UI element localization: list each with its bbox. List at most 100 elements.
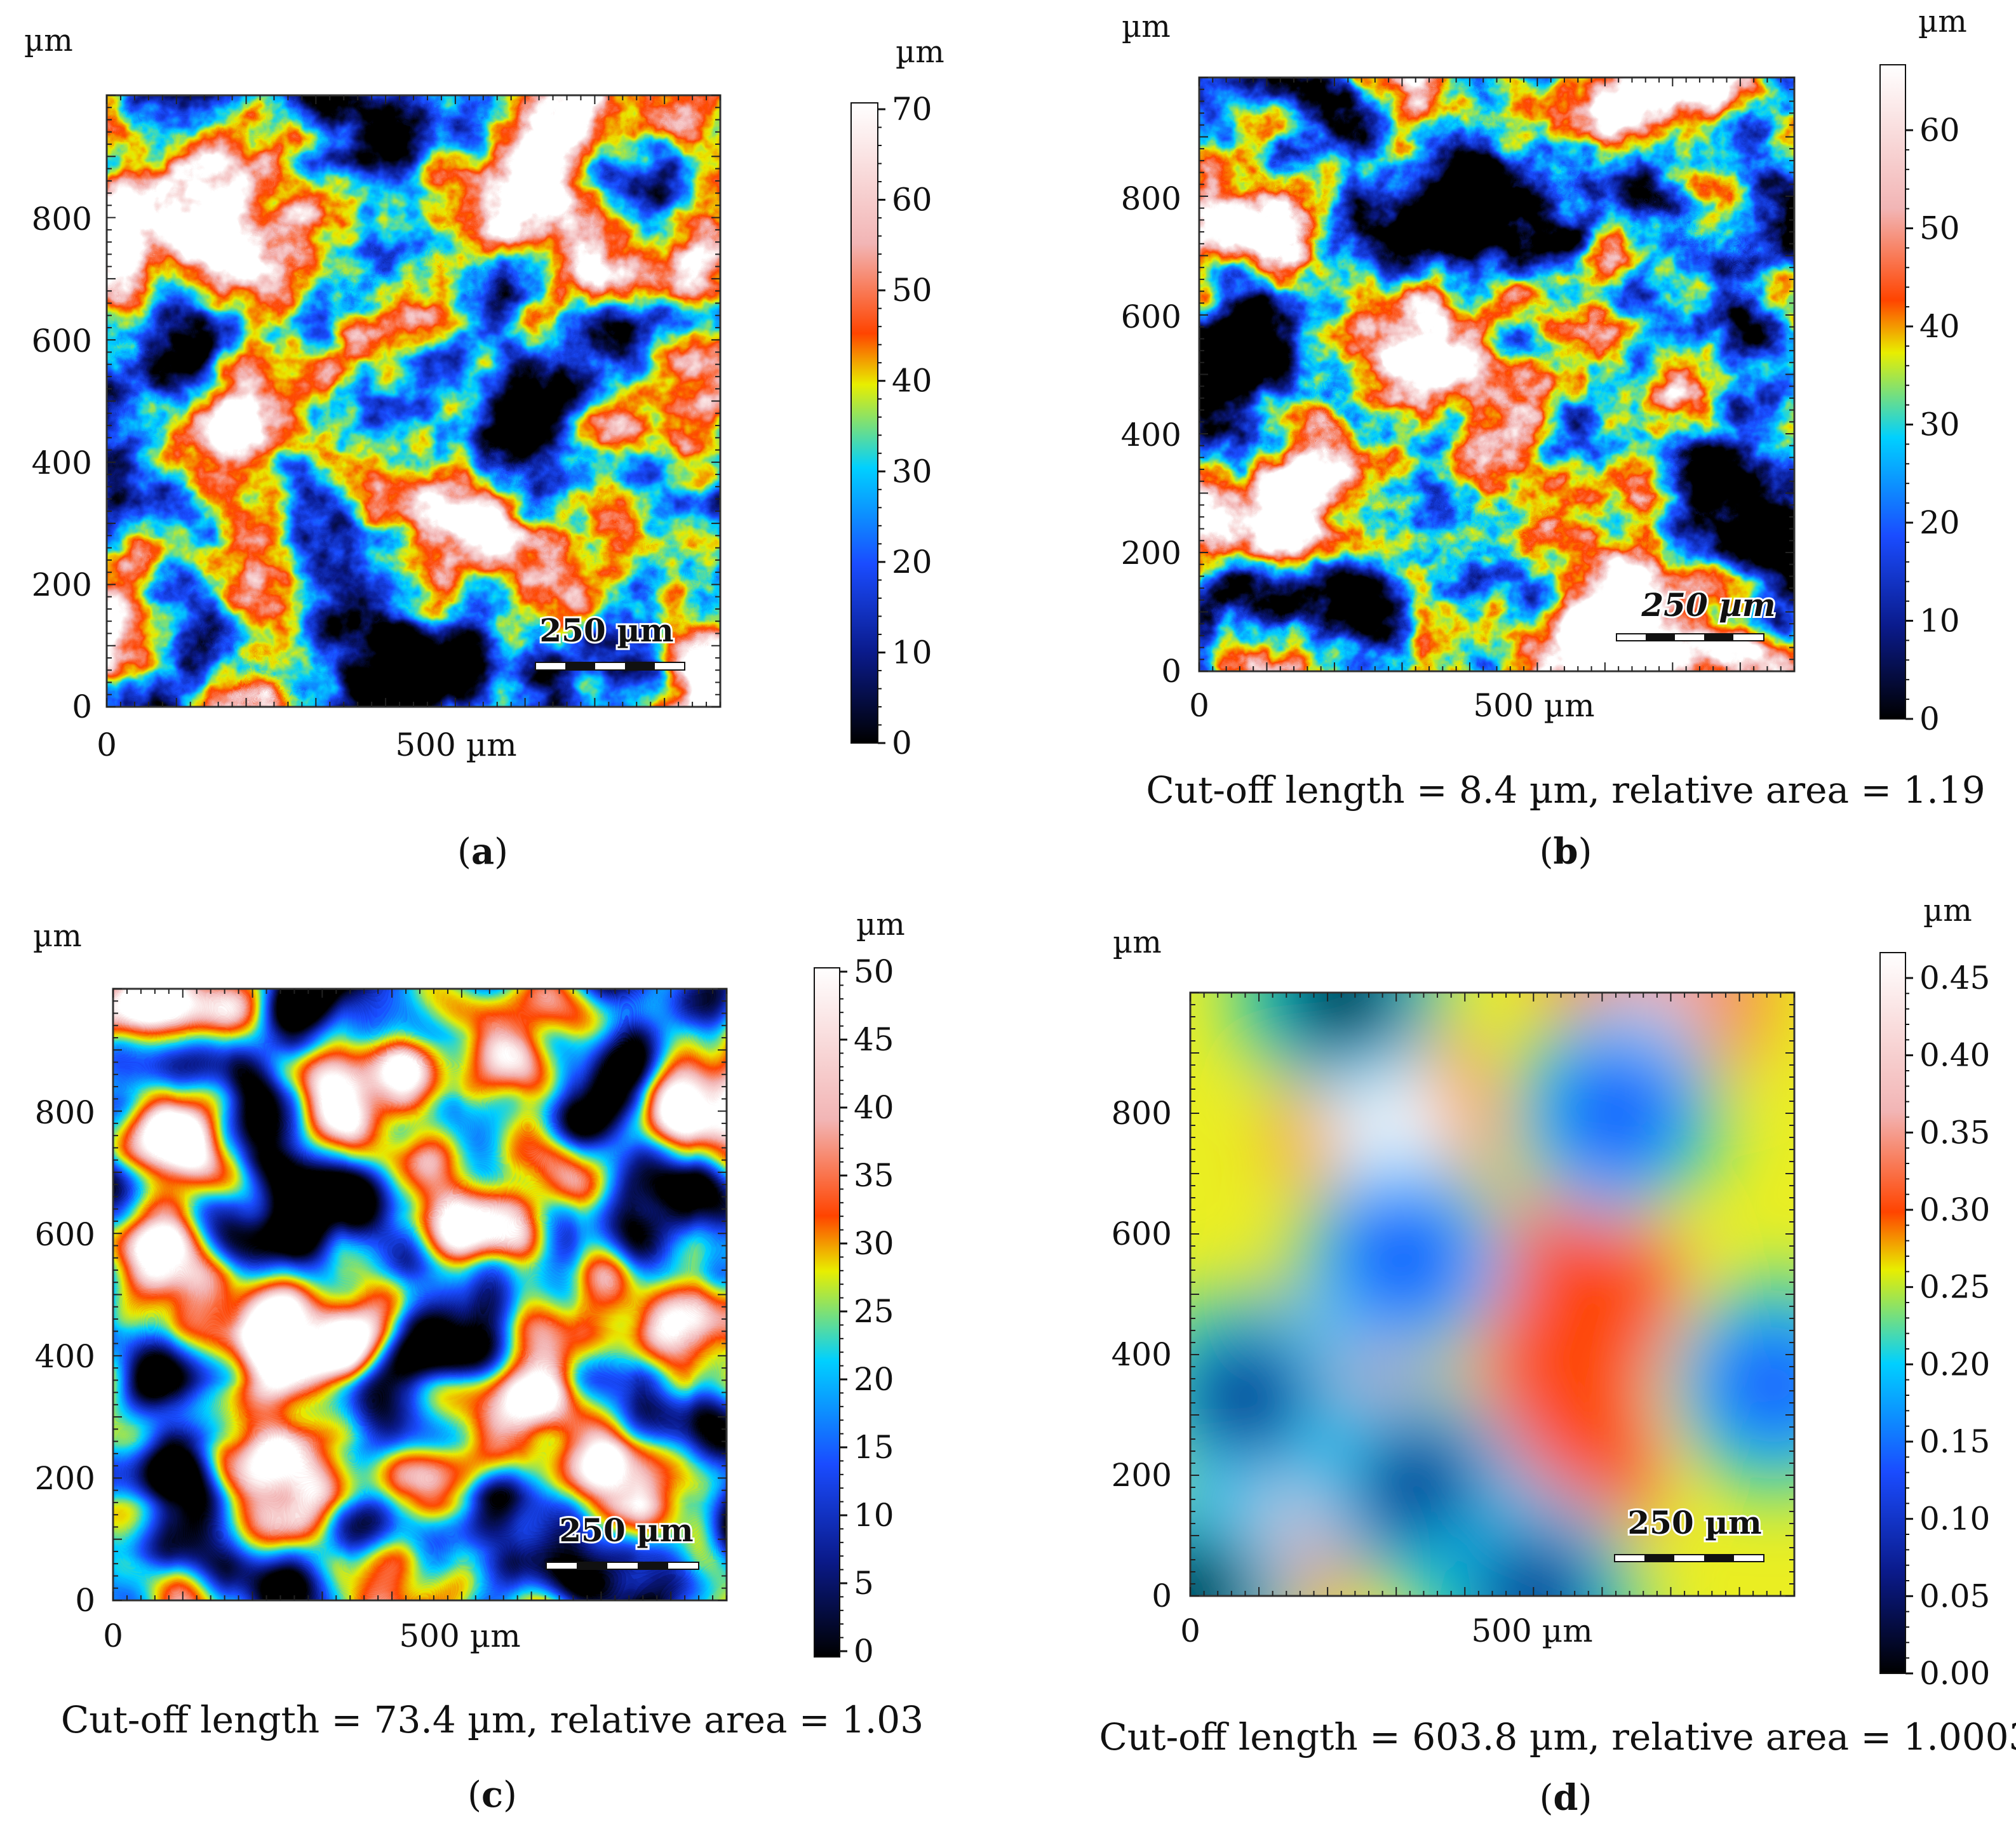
panel-c-scale-bar-label: 250 µm — [559, 1511, 693, 1549]
panel-d-y-tick-400: 400 — [1112, 1336, 1172, 1373]
panel-d-colorbar-tick-label: 0.10 — [1919, 1501, 1990, 1538]
panel-label-c-letter: c — [481, 1774, 503, 1816]
panel-d-colorbar-ticks: 0.00 0.05 0.10 0.15 0.20 0.25 0.30 0.35 0.40 0.45 — [1905, 960, 1990, 1692]
panel-d-y-tick-0: 0 — [1152, 1578, 1172, 1614]
panel-d-scale-bar: 250 µm — [1614, 1502, 1764, 1562]
panel-c-ticks — [112, 988, 727, 1601]
panel-a-y-tick-0: 0 — [72, 688, 92, 725]
panel-a-ticks — [106, 95, 721, 707]
panel-d-colorbar-tick-label: 0.15 — [1919, 1423, 1990, 1460]
panel-c-colorbar-tick-label: 40 — [854, 1089, 894, 1126]
panel-c-colorbar — [814, 967, 840, 1658]
panel-d: µm 0 200 400 600 800 0 500 µm 250 µm µm … — [1099, 893, 2016, 1759]
panel-d-ticks — [1190, 992, 1795, 1597]
panel-a-colorbar-unit: µm — [896, 34, 944, 70]
panel-d-y-tick-200: 200 — [1112, 1457, 1172, 1494]
panel-d-feature — [1190, 1330, 1312, 1464]
panel-a-scale-bar: 250 µm — [535, 610, 685, 671]
panel-a-x-tick-500: 500 µm — [395, 727, 516, 763]
panel-b: µm 0 200 400 600 800 0 500 µm 250 µm µm … — [1121, 4, 1986, 812]
panel-a-colorbar-ticks: 0 10 20 30 40 50 60 70 — [878, 91, 932, 761]
panel-b-y-tick-200: 200 — [1121, 535, 1181, 572]
panel-a-y-tick-600: 600 — [32, 323, 92, 359]
panel-d-feature — [1336, 1191, 1470, 1325]
panel-b-y-tick-0: 0 — [1161, 653, 1181, 690]
panel-a-y-tick-200: 200 — [32, 566, 92, 603]
panel-a-y-unit: µm — [24, 23, 73, 58]
panel-d-feature — [1707, 1318, 1794, 1452]
panel-a-colorbar-tick-label: 20 — [892, 544, 932, 580]
panel-d-colorbar-tick-label: 0.30 — [1919, 1191, 1990, 1228]
panel-label-b-letter: b — [1553, 831, 1578, 873]
panel-c-colorbar-tick-label: 45 — [854, 1021, 894, 1058]
panel-a-y-tick-400: 400 — [32, 445, 92, 481]
panel-label-a-letter: a — [471, 831, 494, 873]
panel-c-caption: Cut-off length = 73.4 µm, relative area … — [61, 1698, 924, 1741]
panel-b-y-tick-400: 400 — [1121, 417, 1181, 453]
panel-a: µm 0 200 400 600 800 0 500 µm 250 µm µm … — [24, 23, 944, 763]
panel-label-a: (a) — [457, 831, 508, 873]
panel-d-colorbar-tick-label: 0.05 — [1919, 1578, 1990, 1614]
panel-b-scale-bar: 250 µm — [1616, 584, 1778, 641]
panel-d-colorbar-tick-label: 0.25 — [1919, 1269, 1990, 1306]
panel-b-ticks — [1199, 77, 1795, 672]
panel-c-colorbar-tick-label: 30 — [854, 1225, 894, 1262]
panel-c-heatmap — [113, 989, 727, 1600]
panel-c-colorbar-tick-label: 15 — [854, 1429, 894, 1466]
panel-c-colorbar-tick-label: 35 — [854, 1157, 894, 1194]
panel-b-colorbar-tick-label: 20 — [1919, 504, 1960, 541]
panel-a-colorbar-tick-label: 60 — [892, 182, 932, 218]
panel-a-scale-bar-label: 250 µm — [539, 612, 673, 649]
panel-label-b: (b) — [1540, 831, 1592, 873]
panel-b-colorbar-tick-label: 0 — [1919, 700, 1940, 737]
panel-d-colorbar-tick-label: 0.20 — [1919, 1346, 1990, 1383]
panel-d-feature — [1190, 1529, 1257, 1596]
panel-d-feature — [1274, 993, 1408, 1059]
panel-c-colorbar-tick-label: 20 — [854, 1361, 894, 1398]
panel-a-colorbar-tick-label: 70 — [892, 91, 932, 128]
panel-b-y-unit: µm — [1122, 9, 1171, 44]
panel-a-colorbar-tick-label: 10 — [892, 634, 932, 671]
panel-d-scale-bar-label: 250 µm — [1627, 1504, 1761, 1541]
panel-b-heatmap — [1199, 77, 1794, 671]
panel-c-colorbar-tick-label: 25 — [854, 1293, 894, 1330]
panel-a-heatmap — [107, 95, 720, 707]
panel-d-colorbar-tick-label: 0.45 — [1919, 960, 1990, 996]
panel-c-x-tick-500: 500 µm — [399, 1618, 520, 1654]
panel-d-feature — [1467, 1529, 1601, 1596]
panel-c-y-tick-600: 600 — [35, 1216, 95, 1253]
panel-a-colorbar-tick-label: 30 — [892, 453, 932, 490]
panel-b-x-tick-500: 500 µm — [1473, 687, 1594, 724]
panel-b-caption: Cut-off length = 8.4 µm, relative area =… — [1146, 768, 1985, 812]
panel-a-colorbar-tick-label: 40 — [892, 363, 932, 399]
panel-label-d-letter: d — [1553, 1777, 1578, 1819]
panel-d-x-tick-500: 500 µm — [1471, 1612, 1592, 1649]
panel-a-x-tick-0: 0 — [97, 727, 117, 763]
panel-a-colorbar-tick-label: 0 — [892, 725, 912, 761]
panel-d-y-unit: µm — [1113, 925, 1162, 960]
panel-b-colorbar-tick-label: 10 — [1919, 603, 1960, 640]
panel-c: µm 0 200 400 600 800 0 500 µm 250 µm µm … — [33, 907, 924, 1741]
panel-d-heatmap — [1190, 993, 1794, 1596]
panel-c-x-tick-0: 0 — [103, 1618, 123, 1654]
panel-c-colorbar-tick-label: 5 — [854, 1565, 874, 1602]
panel-c-y-tick-200: 200 — [35, 1460, 95, 1497]
panel-d-y-tick-600: 600 — [1112, 1216, 1172, 1252]
panel-d-colorbar-tick-label: 0.40 — [1919, 1037, 1990, 1074]
panel-d-y-tick-800: 800 — [1112, 1095, 1172, 1132]
panel-c-colorbar-tick-label: 50 — [854, 953, 894, 990]
panel-b-colorbar-tick-label: 60 — [1919, 112, 1960, 149]
panel-c-y-unit: µm — [33, 918, 82, 954]
panel-b-colorbar — [1879, 64, 1906, 720]
panel-label-c: (c) — [467, 1774, 517, 1816]
panel-d-x-tick-0: 0 — [1180, 1612, 1200, 1649]
panel-d-feature — [1508, 1228, 1642, 1361]
panel-b-colorbar-tick-label: 30 — [1919, 406, 1960, 443]
panel-b-x-tick-0: 0 — [1189, 687, 1209, 724]
panel-b-colorbar-ticks: 0 10 20 30 40 50 60 — [1905, 112, 1960, 737]
panel-c-colorbar-unit: µm — [856, 907, 905, 942]
panel-d-feature — [1549, 1047, 1683, 1180]
panel-label-d: (d) — [1540, 1777, 1592, 1819]
panel-b-colorbar-tick-label: 50 — [1919, 210, 1960, 247]
